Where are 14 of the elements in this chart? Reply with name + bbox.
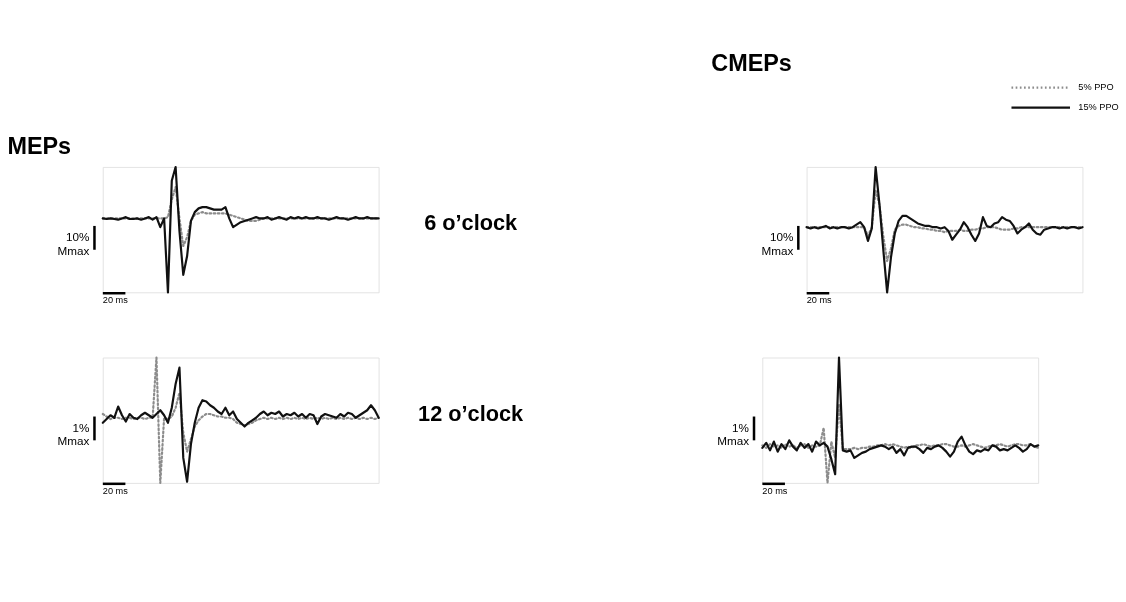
- text: 15% PPO: [1078, 102, 1119, 113]
- text: 20 ms: [102, 485, 129, 496]
- text: 10% Mmax: [761, 230, 794, 257]
- chart-title: MEPs: [7, 133, 72, 160]
- text: 6 o’clock: [424, 210, 519, 236]
- text: 10% Mmax: [57, 230, 90, 257]
- chart-title: CMEPs: [711, 49, 792, 76]
- text: 12 o’clock: [418, 400, 525, 426]
- text: 20 ms: [102, 295, 129, 306]
- text: 20 ms: [762, 485, 788, 496]
- text: 1% Mmax: [57, 420, 90, 448]
- text: 5% PPO: [1078, 82, 1114, 93]
- text: 20 ms: [806, 295, 833, 306]
- text: 1% Mmax: [717, 420, 750, 448]
